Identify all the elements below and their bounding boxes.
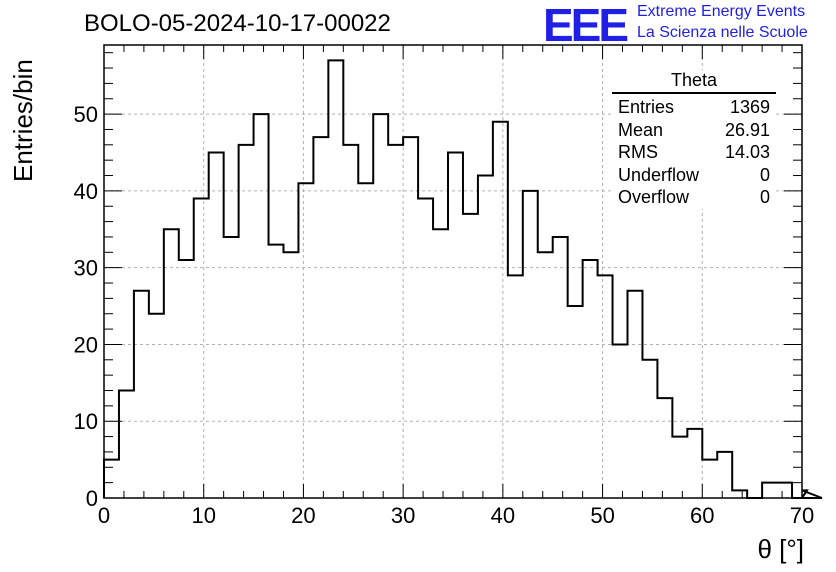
stats-label: Underflow (618, 164, 700, 185)
histogram-bin (628, 291, 643, 498)
plot-frame (103, 44, 803, 499)
histogram-bin (343, 145, 358, 498)
stats-box: Theta Entries 1369 Mean 26.91 RMS 14.03 … (612, 70, 776, 209)
histogram-bin (149, 314, 164, 498)
stats-row-underflow: Underflow 0 (612, 164, 776, 187)
chart-title: BOLO-05-2024-10-17-00022 (84, 10, 391, 37)
stats-value: 0 (759, 187, 770, 207)
logo-line-1: Extreme Energy Events (637, 3, 806, 20)
histogram-bin (328, 60, 343, 498)
histogram-bin (433, 229, 448, 498)
x-axis-label: θ [°] (757, 534, 804, 564)
histogram-bin (209, 152, 224, 498)
histogram-bin (553, 237, 568, 498)
stats-row-mean: Mean 26.91 (612, 119, 776, 142)
stats-label: Overflow (618, 187, 690, 207)
histogram-bin (298, 183, 313, 498)
histogram-bin (777, 483, 792, 498)
histogram-outline (103, 59, 823, 499)
x-tick-label: 70 (790, 503, 814, 528)
histogram-bin (134, 291, 149, 498)
y-tick-label: 10 (74, 409, 98, 434)
y-tick-label: 50 (74, 102, 98, 127)
histogram-bin (418, 199, 433, 498)
y-tick-label: 20 (74, 332, 98, 357)
stats-value: 0 (759, 164, 770, 185)
x-tick-label: 20 (291, 503, 315, 528)
histogram-bin (493, 122, 508, 498)
histogram-bin (269, 245, 284, 498)
eee-logo: EEE (543, 0, 629, 51)
histogram-bin (388, 145, 403, 498)
histogram-bin (104, 460, 119, 498)
stats-label: Mean (618, 119, 664, 140)
histogram-bin (732, 490, 747, 498)
histogram-bin (702, 460, 717, 498)
stats-value: 1369 (729, 97, 770, 117)
stats-label: Entries (618, 97, 675, 117)
histogram-bin (373, 114, 388, 498)
logo-line-2: La Scienza nelle Scuole (637, 24, 808, 41)
stats-row-rms: RMS 14.03 (612, 141, 776, 164)
stats-label: RMS (618, 142, 658, 162)
x-tick-label: 60 (690, 503, 714, 528)
stats-row-entries: Entries 1369 (612, 96, 776, 119)
histogram-bin (762, 483, 777, 498)
y-tick-label: 0 (86, 486, 98, 511)
histogram-bin (672, 437, 687, 498)
stats-value: 14.03 (724, 142, 770, 162)
y-tick-label: 40 (74, 179, 98, 204)
x-tick-label: 10 (191, 503, 215, 528)
histogram-bin (463, 214, 478, 498)
histogram-bin (358, 183, 373, 498)
histogram-bin (642, 360, 657, 498)
histogram-bin (194, 199, 209, 498)
histogram-bin (179, 260, 194, 498)
x-tick-label: 30 (391, 503, 415, 528)
histogram-bin (538, 252, 553, 498)
histogram-bin (448, 152, 463, 498)
histogram-bin (283, 252, 298, 498)
histogram-bin (224, 237, 239, 498)
histogram-bin (254, 114, 269, 498)
x-tick-label: 50 (590, 503, 614, 528)
x-tick-label: 40 (491, 503, 515, 528)
histogram-bin (478, 176, 493, 498)
stats-value: 26.91 (724, 119, 770, 140)
y-tick-label: 30 (74, 256, 98, 281)
histogram-bin (687, 429, 702, 498)
stats-title: Theta (612, 70, 776, 94)
histogram-bin (239, 145, 254, 498)
y-axis-label: Entries/bin (8, 59, 38, 182)
histogram-bin (119, 391, 134, 498)
stats-row-overflow: Overflow 0 (612, 186, 776, 209)
histogram-bin (583, 260, 598, 498)
histogram-bin (598, 275, 613, 498)
x-tick-label: 0 (98, 503, 110, 528)
histogram-bin (717, 452, 732, 498)
histogram-bin (508, 275, 523, 498)
histogram-bin (657, 398, 672, 498)
histogram-bin (164, 229, 179, 498)
histogram-bin (568, 306, 583, 498)
